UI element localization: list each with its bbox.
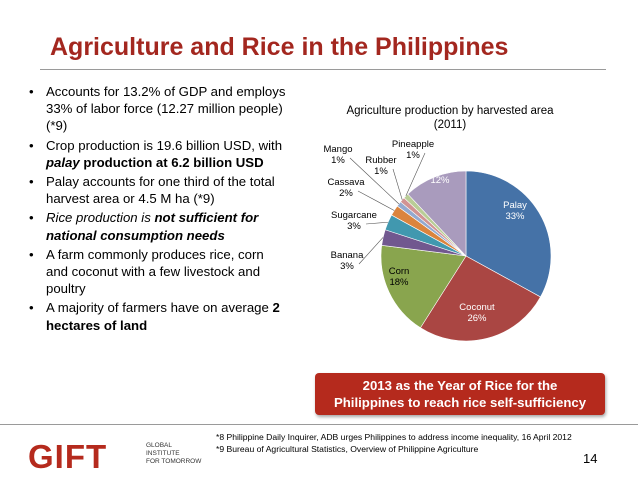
bullet-text: Rice production is [46,210,155,226]
bullet-dot: • [29,246,34,262]
page-number: 14 [583,451,598,466]
logo-sub-3: FOR TOMORROW [146,458,202,465]
bullet-text: A farm commonly produces rice, corn and … [46,246,264,297]
bullet-item: • Palay accounts for one third of the tot… [27,173,289,207]
bullet-item: • A farm commonly produces rice, corn and… [27,246,289,298]
slice-value-coconut: 26% [467,313,487,324]
slice-label-rubber: Rubber [365,155,396,166]
bullet-dot: • [29,137,34,153]
bullet-text: Palay accounts for one third of the tota… [46,174,275,207]
bullet-item: • Crop production is 19.6 billion USD, wi… [27,137,289,171]
leader-line-sugarcane [365,221,389,225]
title-divider [40,69,606,70]
bullet-dot: • [29,174,34,190]
slice-label-mango: Mango [323,144,352,155]
year-of-rice-callout: 2013 as the Year of Rice for the Philipp… [315,373,605,415]
slice-label-cassava: Cassava [328,177,366,188]
slice-value-mango: 1% [331,155,345,166]
pie-slice-others [407,170,467,257]
chart-title: Agriculture production by harvested area… [346,105,554,131]
pie-chart-svg: Palay33%Coconut26%Corn18%Banana3%Sugarca… [323,139,552,342]
footer-divider [0,424,638,425]
bullet-text: Accounts for 13.2% of GDP and employs 33… [46,84,286,134]
pie-slice-coconut [420,255,541,342]
bullet-text: palay [46,154,80,170]
reference-8: *8 Philippine Daily Inquirer, ADB urges … [216,432,572,442]
bullet-list: • Accounts for 13.2% of GDP and employs 3… [27,83,289,336]
references: *8 Philippine Daily Inquirer, ADB urges … [216,431,572,455]
logo-sub-1: GLOBAL [146,442,173,449]
bullet-dot: • [29,84,34,99]
slice-label-palay: Palay [503,200,527,211]
callout-line-1: 2013 as the Year of Rice for the [362,378,558,393]
slice-value-sugarcane: 3% [347,221,361,232]
slice-label-others: Others [426,164,455,175]
bullet-text: A majority of farmers have on average [46,300,273,316]
slice-value-banana: 3% [340,261,354,272]
slice-label-banana: Banana [331,250,364,261]
callout-line-2: Philippines to reach rice self-sufficien… [333,395,587,410]
slice-label-corn: Corn [389,266,410,277]
slide-title: Agriculture and Rice in the Philippines [50,33,509,61]
slice-label-pineapple: Pineapple [392,139,434,150]
reference-9: *9 Bureau of Agricultural Statistics, Ov… [216,444,479,454]
bullet-item: • Accounts for 13.2% of GDP and employs 3… [27,83,289,135]
leader-line-pineapple [405,152,426,197]
bullet-text: production at 6.2 billion USD [79,154,264,170]
logo-sub-2: INSTITUTE [146,450,180,457]
bullet-text: 2 hectares of land [46,300,280,333]
bullet-text: Crop production is 19.6 billion USD, wit… [46,137,283,153]
logo-subtitle: GLOBAL INSTITUTE FOR TOMORROW [146,442,201,466]
slice-value-others: 12% [430,175,450,186]
bullet-dot: • [29,210,34,226]
pie-slice-corn [380,245,467,329]
slice-value-corn: 18% [389,277,409,288]
bullet-item: • Rice production is not sufficient for n… [27,209,289,243]
slice-value-pineapple: 1% [406,150,420,161]
bullet-text: not sufficient for national consumption … [46,210,259,243]
pie-chart: Agriculture production by harvested area… [300,90,610,370]
logo-wordmark: GIFT [28,438,108,475]
slice-value-rubber: 1% [374,166,388,177]
bullet-dot: • [29,300,34,316]
leader-line-mango [349,157,400,205]
pie-slice-palay [465,170,552,298]
slice-value-palay: 33% [505,211,525,222]
leader-line-cassava [357,190,395,211]
slice-value-cassava: 2% [339,188,353,199]
slice-label-coconut: Coconut [459,302,495,313]
leader-line-rubber [392,168,403,200]
leader-line-banana [358,237,384,265]
bullet-item: • A majority of farmers have on average 2… [27,299,289,333]
slice-label-sugarcane: Sugarcane [331,210,377,221]
